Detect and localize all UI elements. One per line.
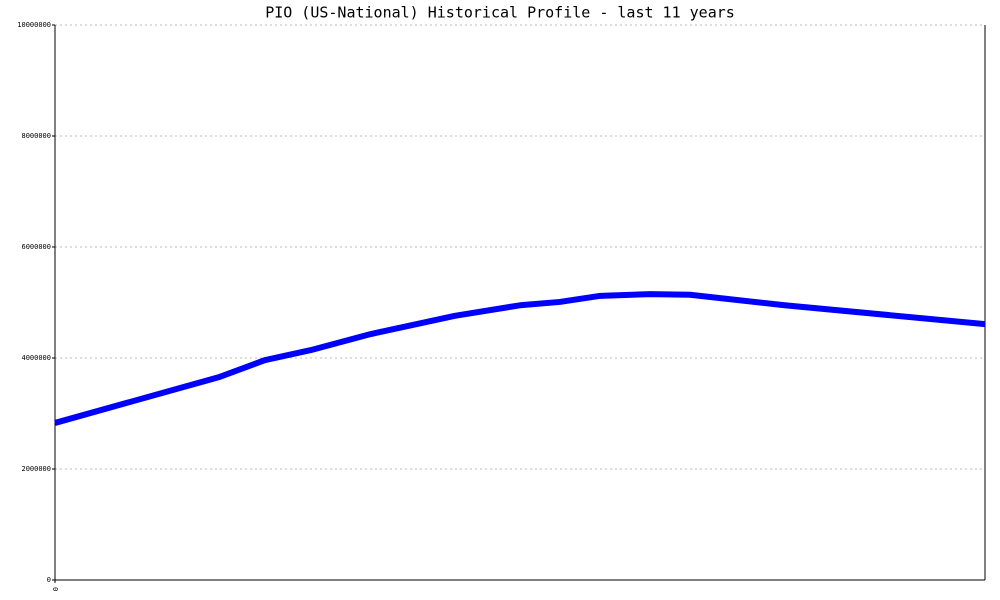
data-line: [54, 291, 986, 426]
y-tick-label: 4000000: [21, 354, 51, 362]
chart-title: PIO (US-National) Historical Profile - l…: [265, 4, 735, 22]
x-tick-label: 0: [51, 587, 59, 591]
y-tick-label: 0: [47, 576, 51, 584]
y-tick-label: 8000000: [21, 132, 51, 140]
y-tick-label: 6000000: [21, 243, 51, 251]
y-tick-label: 2000000: [21, 465, 51, 473]
y-tick-label: 10000000: [17, 21, 51, 29]
